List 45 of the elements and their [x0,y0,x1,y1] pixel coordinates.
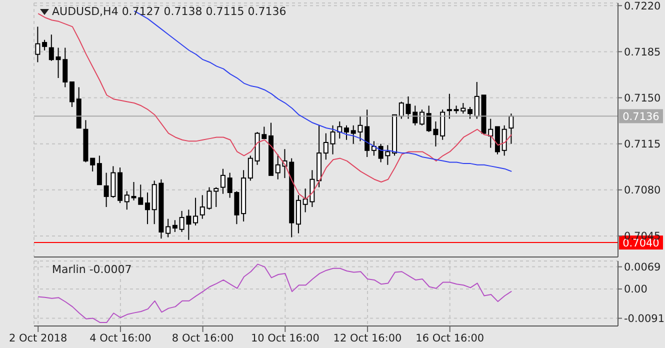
x-tick-label: 12 Oct 16:00 [333,332,402,344]
y-tick-label: 0.7220 [624,0,661,12]
ref-line-label: 0.7136 [622,111,660,124]
candlestick [220,168,226,194]
candlestick [144,192,150,225]
candlestick [323,132,328,160]
y-tick-label: -0.0091 [624,313,665,326]
line-series [38,264,512,323]
chart-title: AUDUSD,H4 0.7127 0.7138 0.7115 0.7136 [52,5,286,18]
candlestick [296,194,301,234]
x-tick-label: 16 Oct 16:00 [416,332,484,344]
y-tick-label: 0.00 [624,284,648,296]
candlestick [488,118,494,148]
candlestick [35,26,40,63]
candlestick [508,113,514,144]
y-tick-label: 0.7080 [624,184,661,197]
candlestick [419,109,424,126]
candlestick [48,34,54,62]
candlestick [193,197,198,226]
candlestick [364,109,370,158]
x-tick-label: 8 Oct 16:00 [172,332,234,344]
candlestick [446,93,452,120]
candlestick [90,158,96,172]
candlestick [214,186,219,208]
candlestick [468,106,473,120]
candlestick [42,39,48,51]
x-tick-label: 4 Oct 16:00 [90,332,152,344]
y-tick-label: 0.7150 [624,92,661,104]
x-tick-label: 10 Oct 16:00 [250,332,320,344]
candlestick [96,155,102,186]
y-tick-label: 0.7115 [624,138,661,151]
x-tick-label: 2 Oct 2018 [9,332,68,344]
candlestick [70,81,74,108]
candlestick [166,218,171,238]
candlestick [371,140,376,156]
candlestick [248,155,253,182]
candlestick [124,190,130,210]
candlestick [398,101,404,120]
y-tick-label: 0.7185 [624,46,661,58]
candlestick [440,109,446,140]
candlestick [502,124,507,156]
candlestick [344,124,349,140]
candlestick [172,220,178,232]
y-tick-label: 0.0069 [624,262,661,274]
chart-title: Marlin -0.0007 [52,263,132,276]
